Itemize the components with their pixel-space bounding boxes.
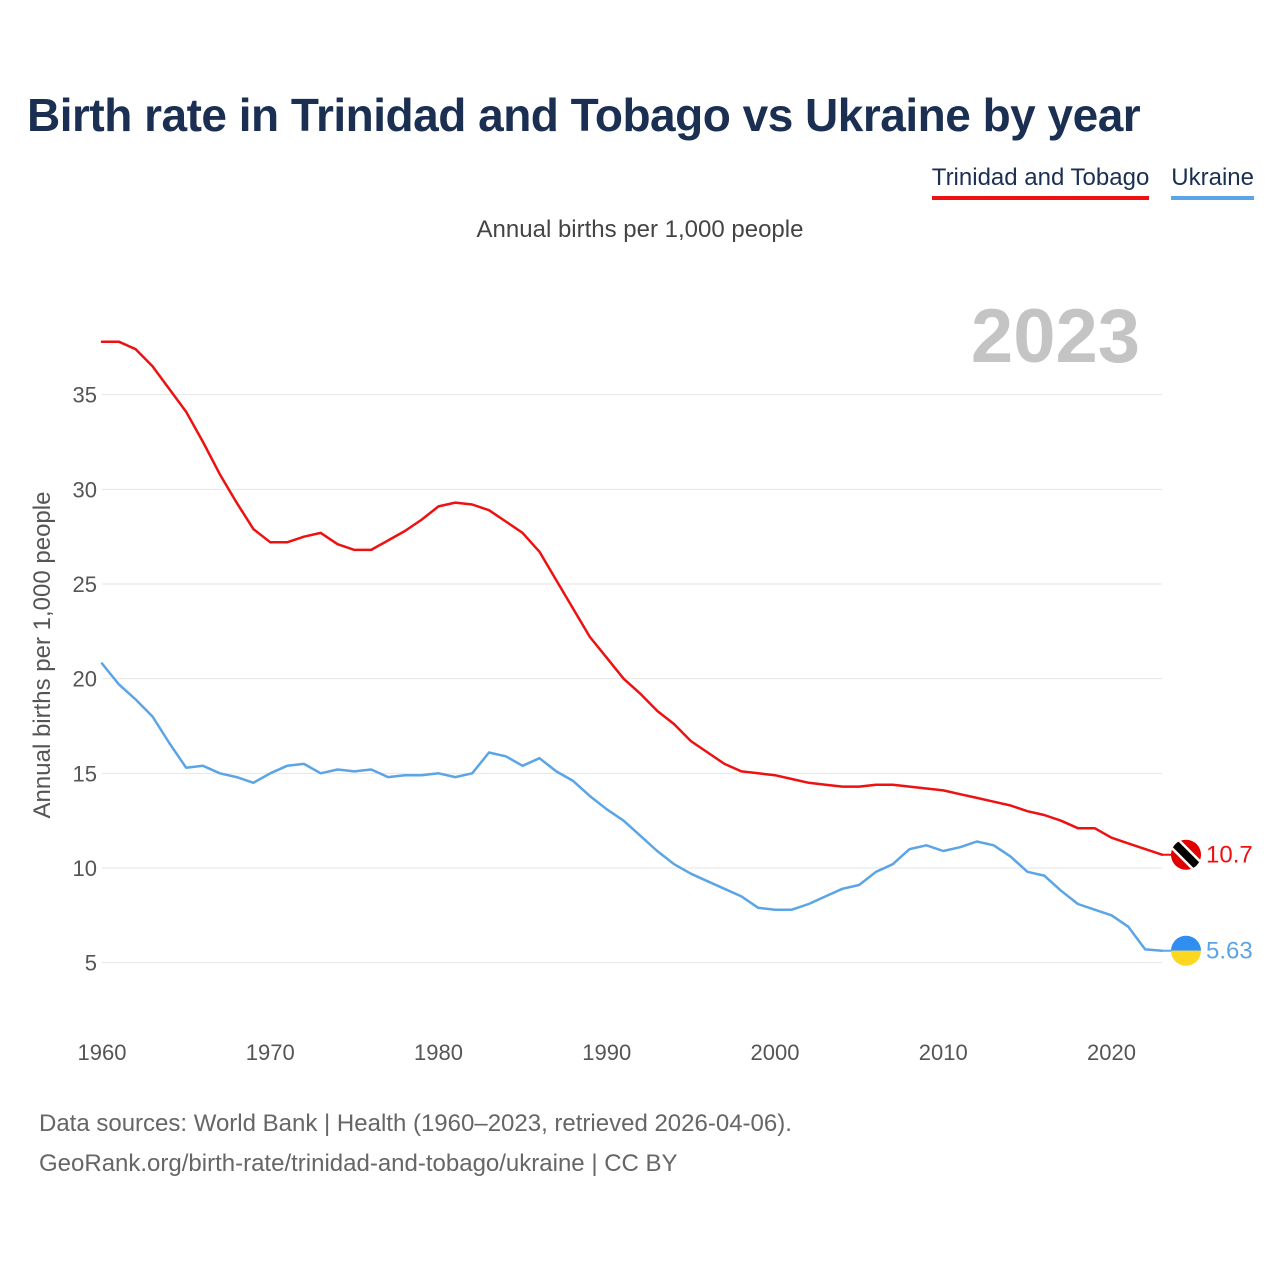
footer: Data sources: World Bank | Health (1960–… [39,1104,792,1184]
y-tick-label-25: 25 [73,572,97,597]
y-tick-label-35: 35 [73,383,97,408]
ukraine-flag-icon [1171,935,1201,966]
series-line-trinidad-and-tobago [100,340,1164,856]
legend-item-trinidad-and-tobago[interactable]: Trinidad and Tobago [931,164,1150,200]
end-value-label-ukraine: 5.63 [1206,938,1253,965]
y-tick-label-10: 10 [73,856,97,881]
chart-title: Birth rate in Trinidad and Tobago vs Ukr… [27,89,1141,141]
x-tick-label-1990: 1990 [582,1040,631,1065]
line-chart: 5 10 15 20 25 30 35 1960 1970 1980 1990 2000 2010 202… [29,294,1253,1065]
data-source-note: Data sources: World Bank | Health (1960–… [39,1110,792,1137]
x-tick-label-2020: 2020 [1087,1040,1136,1065]
end-value-label-trinidad-and-tobago: 10.7 [1206,842,1253,869]
legend: Trinidad and Tobago Ukraine [931,164,1254,200]
y-tick-label-20: 20 [73,667,97,692]
y-tick-label-30: 30 [73,477,97,502]
trinidad-and-tobago-flag-icon [1171,839,1201,870]
x-tick-label-1980: 1980 [414,1040,463,1065]
year-label: 2023 [971,294,1140,379]
x-tick-label-2010: 2010 [919,1040,968,1065]
y-axis-label: Annual births per 1,000 people [29,492,56,819]
x-tick-label-1960: 1960 [78,1040,127,1065]
x-tick-label-2000: 2000 [751,1040,800,1065]
series-line-ukraine [100,662,1164,952]
source-link[interactable]: GeoRank.org/birth-rate/trinidad-and-toba… [39,1150,678,1177]
legend-item-ukraine[interactable]: Ukraine [1171,164,1254,200]
y-tick-label-5: 5 [85,951,97,976]
y-tick-label-15: 15 [73,761,97,786]
chart-subtitle: Annual births per 1,000 people [476,216,804,243]
x-tick-label-1970: 1970 [246,1040,295,1065]
